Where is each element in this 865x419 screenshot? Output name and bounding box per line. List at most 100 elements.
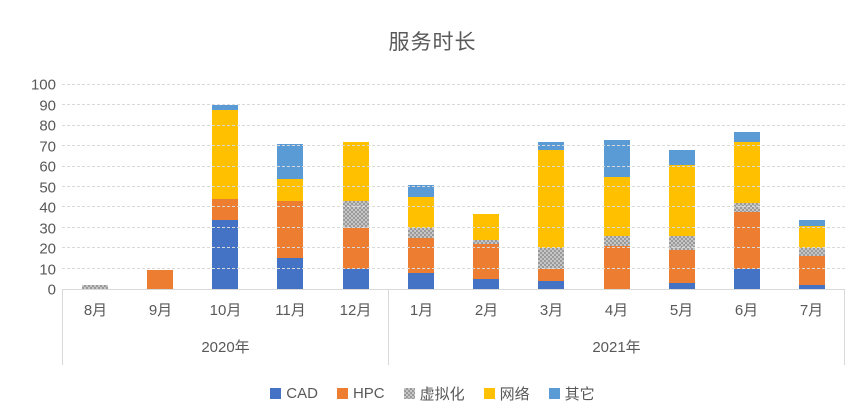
bar-segment-虚拟化 — [603, 235, 630, 247]
stacked-bar-5月 — [668, 85, 695, 289]
bar-slot-7月 — [780, 85, 845, 289]
y-axis-tick-label: 0 — [47, 281, 56, 299]
x-axis-tick-label: 11月 — [275, 301, 306, 319]
year-group-2021年: 1月 2月 3月 4月 5月 6月 7月 2021年 — [389, 290, 845, 365]
gridline — [62, 145, 845, 147]
stacked-bar-9月 — [146, 85, 173, 289]
x-axis-tick-label: 7月 — [799, 301, 824, 319]
legend-item-网络: 网络 — [483, 383, 530, 404]
legend-label: HPC — [352, 384, 385, 402]
bar-segment-HPC — [799, 256, 826, 285]
bar-segment-网络 — [668, 164, 695, 236]
x-axis-tick-label: 8月 — [83, 301, 108, 319]
bar-segment-HPC — [277, 201, 304, 259]
bar-segment-CAD — [799, 284, 826, 289]
gridline — [62, 247, 845, 249]
year-group-2020年: 8月 9月 10月 11月 12月 2020年 — [63, 290, 389, 365]
legend-item-CAD: CAD — [270, 385, 318, 402]
bar-segment-网络 — [277, 178, 304, 202]
legend-label: 虚拟化 — [419, 385, 465, 403]
legend-item-其它: 其它 — [548, 383, 595, 404]
bar-segment-虚拟化 — [81, 284, 108, 289]
bar-segment-CAD — [342, 268, 369, 289]
bar-segment-HPC — [473, 244, 500, 279]
y-axis-tick-label: 60 — [39, 158, 56, 176]
gridline — [62, 226, 845, 228]
x-axis-tick-label: 9月 — [148, 301, 173, 319]
stacked-bar-8月 — [81, 85, 108, 289]
y-axis-tick-label: 40 — [39, 199, 56, 217]
gridline — [62, 186, 845, 187]
bar-segment-CAD — [734, 268, 761, 289]
x-axis-tick-label: 2月 — [474, 301, 499, 319]
stacked-bar-12月 — [342, 85, 369, 289]
stacked-bar-10月 — [212, 85, 239, 289]
x-axis-tick-label: 6月 — [734, 301, 759, 319]
bar-segment-其它 — [212, 105, 239, 110]
bar-segment-其它 — [799, 219, 826, 226]
x-axis-year-label: 2020年 — [201, 339, 250, 356]
bar-segment-网络 — [407, 197, 434, 228]
y-axis-tick-label: 100 — [30, 76, 56, 94]
legend-swatch — [403, 387, 415, 399]
bar-slot-11月 — [258, 85, 323, 289]
bar-slot-5月 — [649, 85, 714, 289]
month-label-row: 1月 2月 3月 4月 5月 6月 7月 — [389, 290, 844, 328]
y-axis-tick-label: 20 — [39, 240, 56, 258]
gridline — [62, 206, 845, 208]
gridline — [62, 84, 845, 85]
bar-segment-HPC — [212, 199, 239, 220]
gridline — [62, 124, 845, 126]
bar-segment-网络 — [734, 142, 761, 204]
x-axis-tick-label: 10月 — [209, 301, 242, 319]
bar-segment-CAD — [668, 282, 695, 289]
bar-segment-CAD — [277, 258, 304, 289]
legend-item-HPC: HPC — [336, 384, 385, 402]
bar-segment-CAD — [407, 272, 434, 289]
month-label-row: 8月 9月 10月 11月 12月 — [63, 290, 388, 328]
plot-area — [62, 84, 845, 290]
bar-slot-1月 — [388, 85, 453, 289]
bar-segment-网络 — [538, 150, 565, 249]
bar-segment-其它 — [407, 185, 434, 198]
bars-container — [62, 85, 845, 289]
bar-slot-6月 — [715, 85, 780, 289]
y-axis-tick-label: 80 — [39, 117, 56, 135]
legend-label: CAD — [286, 384, 318, 402]
chart-title: 服务时长 — [388, 31, 477, 54]
bar-segment-其它 — [603, 140, 630, 177]
legend-swatch — [336, 387, 348, 399]
bar-segment-虚拟化 — [342, 201, 369, 228]
bar-segment-其它 — [668, 150, 695, 165]
legend-swatch — [270, 387, 282, 399]
stacked-bar-4月 — [603, 85, 630, 289]
legend-label: 其它 — [564, 385, 595, 403]
gridline — [62, 104, 845, 106]
stacked-bar-3月 — [538, 85, 565, 289]
bar-segment-虚拟化 — [473, 240, 500, 245]
bar-segment-HPC — [603, 246, 630, 289]
stacked-bar-11月 — [277, 85, 304, 289]
bar-segment-虚拟化 — [799, 248, 826, 257]
bar-segment-其它 — [538, 142, 565, 151]
bar-segment-HPC — [146, 269, 173, 289]
bar-segment-虚拟化 — [668, 236, 695, 251]
bar-segment-网络 — [342, 142, 369, 202]
y-axis-tick-label: 70 — [39, 138, 56, 155]
x-axis: 8月 9月 10月 11月 12月 2020年 1月 2月 3月 4月 5月 6月 7月 2021年 — [62, 290, 845, 365]
bar-segment-HPC — [734, 211, 761, 269]
bar-segment-网络 — [473, 213, 500, 241]
y-axis-tick-label: 30 — [39, 220, 56, 237]
bar-segment-其它 — [277, 144, 304, 179]
bar-segment-虚拟化 — [407, 227, 434, 239]
bar-segment-HPC — [668, 250, 695, 283]
bar-slot-3月 — [519, 85, 584, 289]
bar-slot-9月 — [127, 85, 192, 289]
bar-segment-HPC — [538, 268, 565, 281]
bar-segment-CAD — [538, 280, 565, 289]
bar-segment-HPC — [342, 227, 369, 269]
stacked-bar-1月 — [407, 85, 434, 289]
x-axis-tick-label: 5月 — [669, 301, 694, 319]
y-axis-tick-label: 10 — [39, 261, 56, 278]
